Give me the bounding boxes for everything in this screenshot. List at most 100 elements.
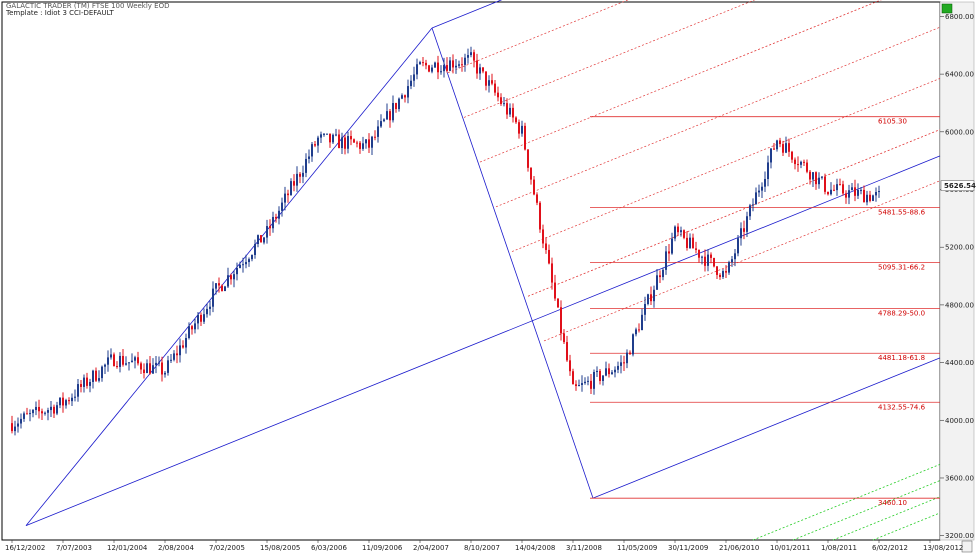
candle-body [620, 362, 622, 366]
candle-body [875, 192, 877, 196]
candle-body [392, 103, 394, 121]
price-axis: 3200.00 3600.00 4000.00 4400.00 4800.00 5200.… [940, 13, 976, 540]
candle-body [158, 362, 160, 364]
x-tick-label: 2/04/2007 [413, 544, 449, 552]
y-tick-label: 4400.00 [945, 359, 974, 367]
retracement-label: 4132.55-74.6 [878, 403, 926, 411]
candle-body [251, 254, 253, 260]
candle-body [119, 355, 121, 367]
candle-body [17, 423, 19, 427]
candle-body [818, 177, 820, 185]
candle-body [434, 62, 436, 68]
candle-body [173, 353, 175, 360]
x-tick-label: 12/01/2004 [107, 544, 148, 552]
candle-body [470, 52, 472, 56]
candle-body [503, 103, 505, 105]
candle-body [179, 345, 181, 356]
candle-body [455, 65, 457, 68]
candle-body [206, 308, 208, 315]
candle-body [116, 366, 118, 368]
candle-body [200, 314, 202, 322]
candle-body [161, 362, 163, 375]
candle-body [329, 133, 331, 143]
candle-body [548, 249, 550, 264]
candle-body [806, 162, 808, 172]
candle-body [11, 423, 13, 432]
candle-body [377, 126, 379, 137]
candle-body [539, 202, 541, 230]
candle-body [590, 380, 592, 389]
candle-body [563, 333, 565, 343]
candle-body [254, 244, 256, 255]
y-tick-label: 4800.00 [945, 301, 974, 309]
candle-body [41, 411, 43, 414]
candle-body [80, 384, 82, 387]
candle-body [395, 103, 397, 110]
candle-body [611, 372, 613, 375]
retracement-label: 6105.30 [878, 118, 907, 126]
candle-body [650, 294, 652, 302]
x-tick-label: 15/08/2005 [260, 544, 300, 552]
candle-body [653, 289, 655, 302]
candle-body [338, 134, 340, 149]
candle-body [50, 406, 52, 411]
candle-body [632, 334, 634, 355]
candle-body [572, 371, 574, 385]
candle-body [233, 274, 235, 280]
retracement-label: 4788.29-50.0 [878, 310, 925, 318]
candle-body [221, 285, 223, 292]
candle-body [407, 86, 409, 98]
candle-body [86, 377, 88, 386]
candle-body [281, 202, 283, 211]
candle-body [608, 368, 610, 375]
candle-body [230, 275, 232, 280]
pitchfork-inner-dotted [447, 0, 629, 74]
candle-body [110, 354, 112, 358]
candle-body [26, 413, 28, 415]
candle-body [398, 98, 400, 110]
candle-body [62, 397, 64, 406]
last-price-label: 5626.54 [944, 182, 976, 190]
candle-body [428, 65, 430, 72]
x-tick-label: 14/04/2008 [515, 544, 555, 552]
candle-body [167, 360, 169, 373]
candle-body [14, 426, 16, 432]
candle-body [644, 303, 646, 315]
candle-body [284, 193, 286, 203]
candle-body [122, 355, 124, 365]
x-tick-label: 8/10/2007 [464, 544, 500, 552]
candle-body [758, 190, 760, 193]
axis-corner-button[interactable] [961, 540, 973, 553]
chart-source-label: GALACTIC TRADER (TM) FTSE 100 Weekly EOD [6, 2, 170, 10]
candle-body [314, 144, 316, 146]
x-tick-label: 13/08/2012 [923, 544, 963, 552]
candle-body [74, 396, 76, 398]
candle-body [581, 383, 583, 385]
candle-body [419, 62, 421, 65]
candle-body [821, 176, 823, 178]
candle-body [236, 267, 238, 275]
candle-body [767, 162, 769, 180]
candle-body [344, 137, 346, 149]
candle-body [182, 345, 184, 348]
y-tick-label: 3600.00 [945, 474, 974, 482]
candle-body [722, 271, 724, 277]
candle-body [551, 263, 553, 283]
candle-body [770, 148, 772, 163]
candle-body [197, 314, 199, 324]
candle-body [677, 226, 679, 233]
candle-body [866, 194, 868, 203]
candle-body [560, 307, 562, 334]
candle-body [416, 64, 418, 75]
candle-body [617, 365, 619, 370]
candle-body [290, 181, 292, 196]
axis-scroll-indicator[interactable] [941, 3, 953, 14]
candle-body [125, 363, 127, 365]
plot-frame [1, 1, 941, 541]
candle-body [176, 353, 178, 356]
x-tick-label: 11/09/2006 [362, 544, 403, 552]
candle-body [662, 269, 664, 278]
pitchfork-outer-dotted [752, 464, 941, 541]
template-label: Template : Idiot 3 CCI-DEFAULT [6, 9, 114, 17]
